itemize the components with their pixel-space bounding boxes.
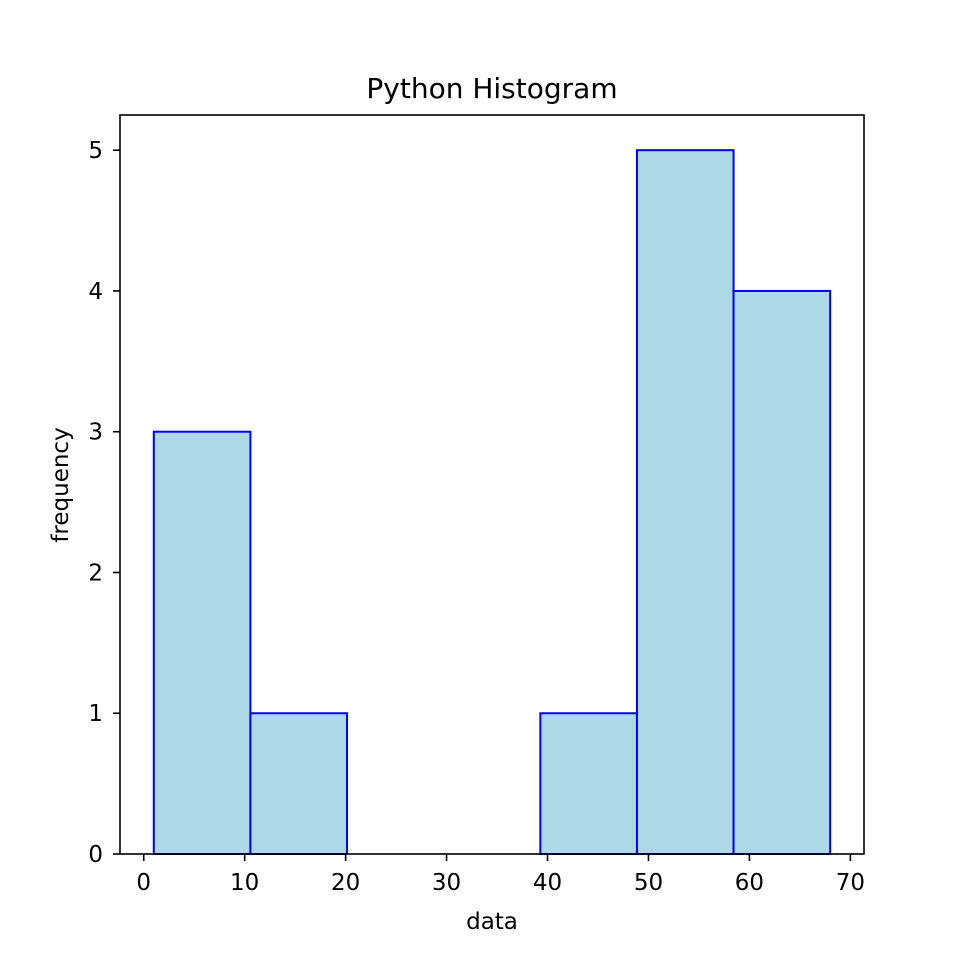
x-tick-label-1: 10 [230, 870, 259, 896]
x-tick-label-4: 40 [533, 870, 562, 896]
x-axis-ticks: 0 10 20 30 40 50 60 70 [136, 854, 865, 896]
histogram-bar-0 [152, 430, 252, 855]
x-tick-label-5: 50 [634, 870, 663, 896]
y-tick-label-0: 0 [88, 842, 103, 868]
x-tick-label-3: 30 [432, 870, 461, 896]
x-tick-label-7: 70 [836, 870, 865, 896]
y-axis-label: frequency [48, 427, 74, 542]
histogram-bar-4 [539, 712, 638, 855]
histogram-bar-5 [635, 149, 735, 855]
bars-group [152, 149, 832, 855]
plot-frame [119, 114, 865, 855]
x-tick-label-2: 20 [331, 870, 360, 896]
y-tick-label-2: 2 [88, 560, 103, 586]
chart-title: Python Histogram [366, 72, 617, 105]
x-axis-label: data [466, 909, 518, 935]
y-tick-label-1: 1 [88, 701, 103, 727]
histogram-bar-1 [249, 712, 349, 855]
y-tick-label-5: 5 [88, 138, 103, 164]
y-tick-label-3: 3 [88, 420, 103, 446]
x-tick-label-0: 0 [136, 870, 151, 896]
x-tick-label-6: 60 [735, 870, 764, 896]
histogram-bar-6 [732, 289, 832, 855]
y-axis-ticks: 0 1 2 3 4 5 [88, 138, 120, 868]
y-tick-label-4: 4 [88, 279, 103, 305]
